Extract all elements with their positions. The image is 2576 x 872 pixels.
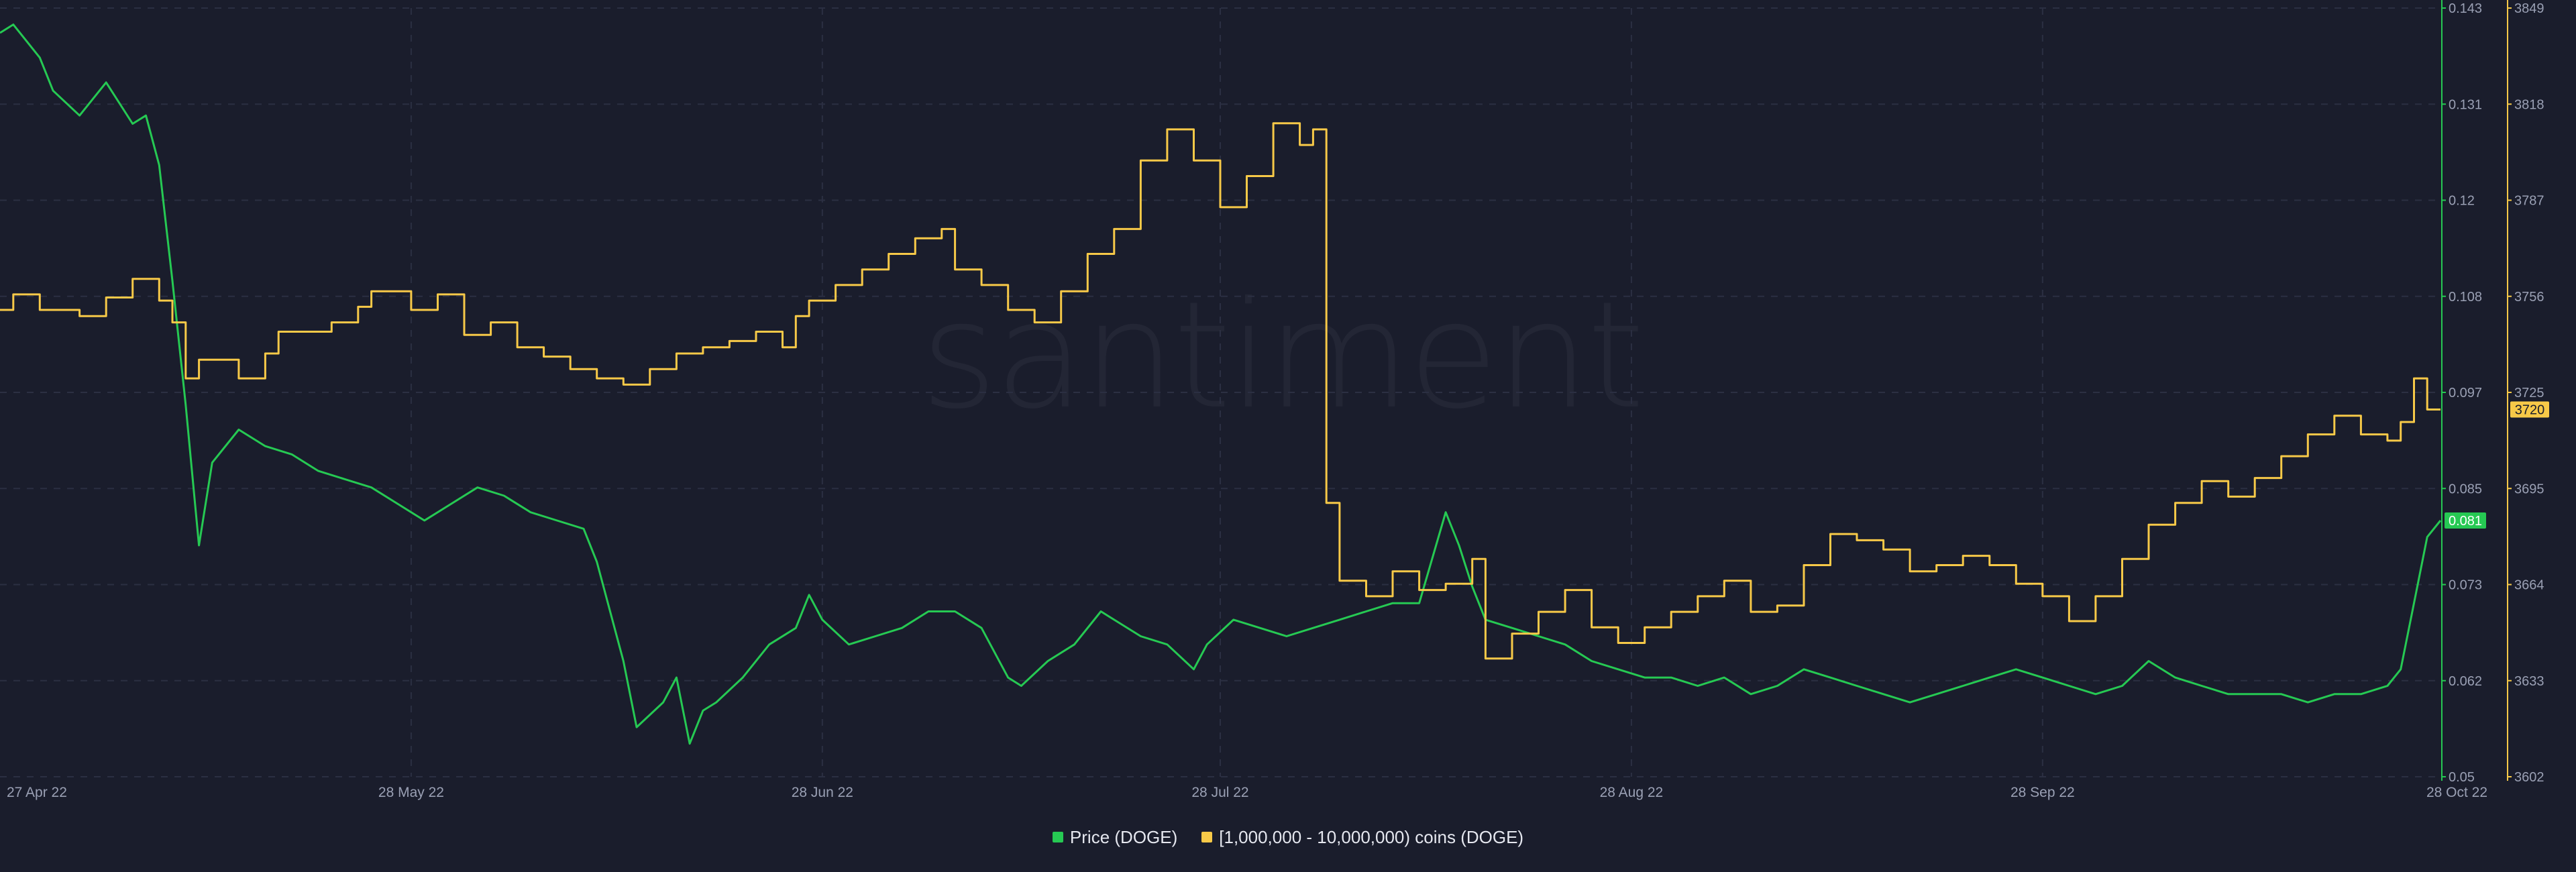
x-axis-tick-label: 28 May 22 xyxy=(378,785,444,800)
price-axis-tick-label: 0.05 xyxy=(2449,770,2475,785)
x-axis-tick-label: 28 Jun 22 xyxy=(792,785,853,800)
price-axis-tick-label: 0.12 xyxy=(2449,194,2475,209)
x-axis-tick-label: 28 Sep 22 xyxy=(2010,785,2075,800)
holders-axis-tick-label: 3664 xyxy=(2514,578,2544,593)
price-current-value-label: 0.081 xyxy=(2449,514,2482,529)
holders-axis-tick-label: 3818 xyxy=(2514,97,2544,112)
holders-axis-tick-label: 3695 xyxy=(2514,482,2544,496)
series-layer xyxy=(0,23,2442,745)
price-series-line[interactable] xyxy=(0,23,2442,745)
legend-item-price[interactable]: Price (DOGE) xyxy=(1052,826,1178,848)
price-axis-tick-label: 0.062 xyxy=(2449,674,2482,689)
price-axis-tick-label: 0.131 xyxy=(2449,97,2482,112)
legend-item-holders[interactable]: [1,000,000 - 10,000,000) coins (DOGE) xyxy=(1201,827,1523,848)
price-current-value-badge xyxy=(2445,512,2486,529)
holders-axis-tick-label: 3849 xyxy=(2514,1,2544,16)
price-axis-tick-label: 0.073 xyxy=(2449,578,2482,593)
grid-layer xyxy=(0,7,2440,777)
axes-layer: 0.143 0.131 0.12 0.108 0.097 0.085 0.073 0.062 0… xyxy=(7,0,2549,800)
price-axis-tick-label: 0.097 xyxy=(2449,386,2482,400)
price-axis-tick-label: 0.108 xyxy=(2449,290,2482,305)
price-axis-tick-label: 0.085 xyxy=(2449,482,2482,496)
holders-current-value-label: 3720 xyxy=(2515,403,2545,418)
price-axis-tick-label: 0.143 xyxy=(2449,1,2482,16)
holders-axis-tick-label: 3633 xyxy=(2514,674,2544,689)
legend-swatch-holders xyxy=(1201,832,1213,842)
x-axis-tick-label: 28 Jul 22 xyxy=(1191,785,1248,800)
legend-label-price: Price (DOGE) xyxy=(1069,826,1178,847)
legend-label-holders: [1,000,000 - 10,000,000) coins (DOGE) xyxy=(1219,826,1524,847)
holders-axis-tick-label: 3787 xyxy=(2514,194,2544,209)
holders-axis-tick-label: 3756 xyxy=(2514,290,2544,305)
chart-legend: Price (DOGE) [1,000,000 - 10,000,000) co… xyxy=(0,824,2576,851)
x-axis-tick-label: 27 Apr 22 xyxy=(7,785,67,800)
x-axis-tick-label: 28 Oct 22 xyxy=(2426,785,2487,800)
holders-axis-tick-label: 3602 xyxy=(2514,770,2544,785)
holders-series-line[interactable] xyxy=(0,122,2440,660)
x-axis-tick-label: 28 Aug 22 xyxy=(1600,785,1664,800)
holders-current-value-badge xyxy=(2510,401,2549,418)
holders-axis-tick-label: 3725 xyxy=(2514,386,2544,400)
legend-swatch-price xyxy=(1052,832,1063,842)
